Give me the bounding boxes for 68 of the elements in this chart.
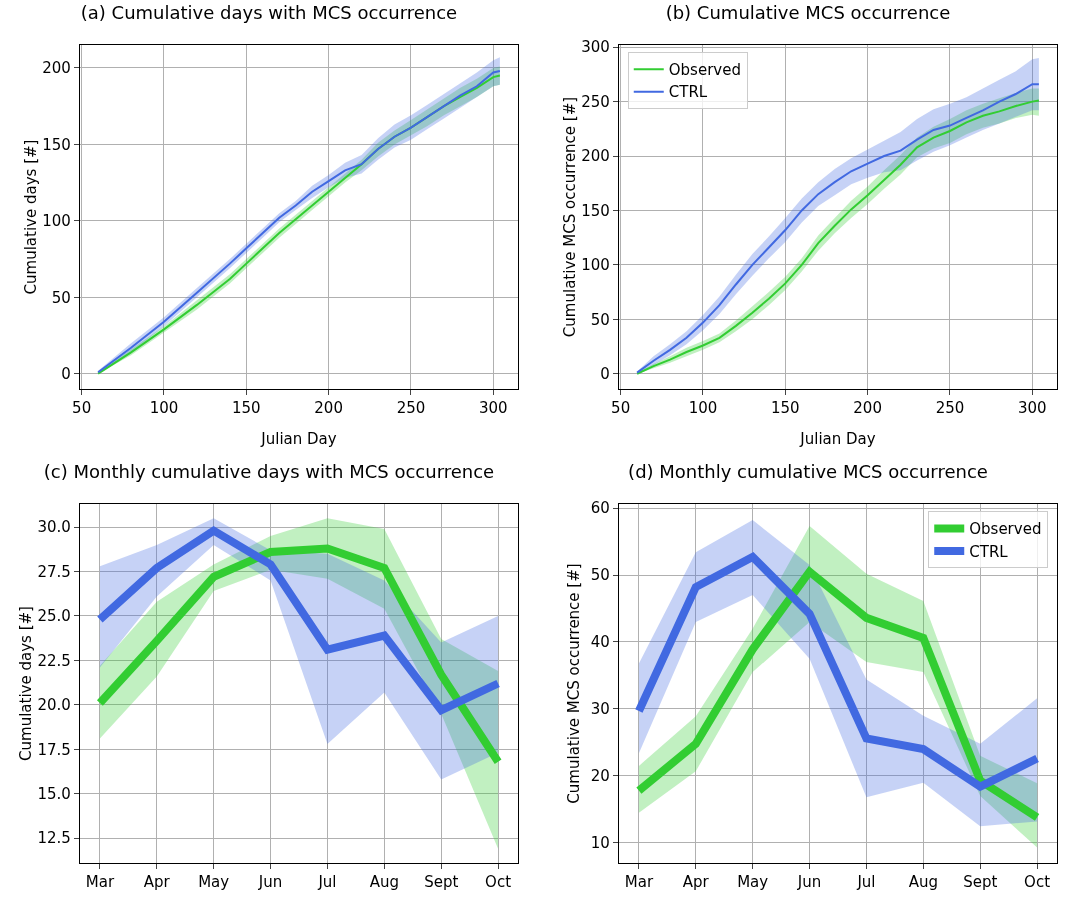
y-tick-label: 0 bbox=[600, 365, 610, 384]
y-tick-label: 10 bbox=[590, 834, 610, 853]
y-tick-label: 30 bbox=[590, 700, 610, 719]
y-tick-label: 200 bbox=[42, 59, 71, 78]
chart-title: (a) Cumulative days with MCS occurrence bbox=[80, 2, 458, 24]
y-tick-label: 100 bbox=[581, 256, 610, 275]
y-tick-label: 27.5 bbox=[37, 562, 71, 581]
y-tick-label: 20 bbox=[590, 767, 610, 786]
x-tick-label: 50 bbox=[611, 399, 631, 418]
y-tick-label: 250 bbox=[581, 92, 610, 111]
legend-label: CTRL bbox=[668, 83, 708, 102]
chart-title: (c) Monthly cumulative days with MCS occurrence bbox=[43, 461, 495, 483]
y-axis-title: Cumulative MCS occurrence [#] bbox=[564, 563, 583, 804]
x-axis-title: Julian Day bbox=[260, 430, 337, 449]
x-axis-title: Julian Day bbox=[799, 430, 876, 449]
x-tick-label: 200 bbox=[314, 399, 343, 418]
x-tick-label: Aug bbox=[369, 873, 399, 892]
y-tick-label: 0 bbox=[61, 364, 71, 383]
y-tick-label: 100 bbox=[42, 212, 71, 231]
y-tick-label: 200 bbox=[581, 147, 610, 166]
y-tick-label: 17.5 bbox=[37, 740, 71, 759]
legend-label: Observed bbox=[969, 520, 1042, 539]
y-tick-label: 30.0 bbox=[37, 518, 71, 537]
x-tick-label: Sept bbox=[424, 873, 459, 892]
x-tick-label: 100 bbox=[688, 399, 718, 418]
y-tick-label: 50 bbox=[51, 288, 71, 307]
x-tick-label: 50 bbox=[72, 399, 92, 418]
x-tick-label: 250 bbox=[935, 399, 965, 418]
legend-label: CTRL bbox=[969, 542, 1009, 561]
y-tick-label: 300 bbox=[581, 38, 610, 57]
x-tick-label: 300 bbox=[478, 399, 508, 418]
x-tick-label: Jun bbox=[257, 873, 283, 892]
x-tick-label: Oct bbox=[1024, 873, 1051, 892]
x-tick-label: Jul bbox=[317, 873, 337, 892]
y-axis-title: Cumulative days [#] bbox=[17, 606, 36, 761]
x-tick-label: 100 bbox=[149, 399, 179, 418]
y-tick-label: 50 bbox=[590, 566, 610, 585]
x-tick-label: Sept bbox=[963, 873, 998, 892]
y-tick-label: 15.0 bbox=[37, 784, 71, 803]
legend-label: Observed bbox=[668, 60, 741, 79]
x-tick-label: 150 bbox=[231, 399, 261, 418]
y-tick-label: 150 bbox=[42, 135, 71, 154]
x-tick-label: Apr bbox=[143, 873, 171, 892]
y-axis-title: Cumulative days [#] bbox=[22, 139, 41, 295]
y-axis-title: Cumulative MCS occurrence [#] bbox=[561, 96, 580, 338]
y-tick-label: 150 bbox=[581, 201, 610, 220]
x-tick-label: Jun bbox=[796, 873, 822, 892]
x-tick-label: May bbox=[737, 873, 769, 892]
y-tick-label: 40 bbox=[590, 633, 610, 652]
x-tick-label: Mar bbox=[85, 873, 115, 892]
y-tick-label: 22.5 bbox=[37, 651, 71, 670]
x-tick-label: May bbox=[198, 873, 230, 892]
chart-title: (b) Cumulative MCS occurrence bbox=[665, 2, 951, 24]
x-tick-label: 200 bbox=[853, 399, 882, 418]
chart-title: (d) Monthly cumulative MCS occurrence bbox=[628, 461, 988, 483]
x-tick-label: 250 bbox=[396, 399, 426, 418]
y-tick-label: 25.0 bbox=[37, 607, 71, 626]
x-tick-label: Apr bbox=[682, 873, 710, 892]
x-tick-label: Aug bbox=[908, 873, 938, 892]
y-tick-label: 60 bbox=[590, 499, 610, 518]
x-tick-label: 150 bbox=[770, 399, 800, 418]
x-tick-label: 300 bbox=[1017, 399, 1047, 418]
y-tick-label: 20.0 bbox=[37, 696, 71, 715]
y-tick-label: 50 bbox=[590, 310, 610, 329]
x-tick-label: Oct bbox=[485, 873, 512, 892]
x-tick-label: Mar bbox=[624, 873, 654, 892]
y-tick-label: 12.5 bbox=[37, 829, 71, 848]
x-tick-label: Jul bbox=[856, 873, 876, 892]
